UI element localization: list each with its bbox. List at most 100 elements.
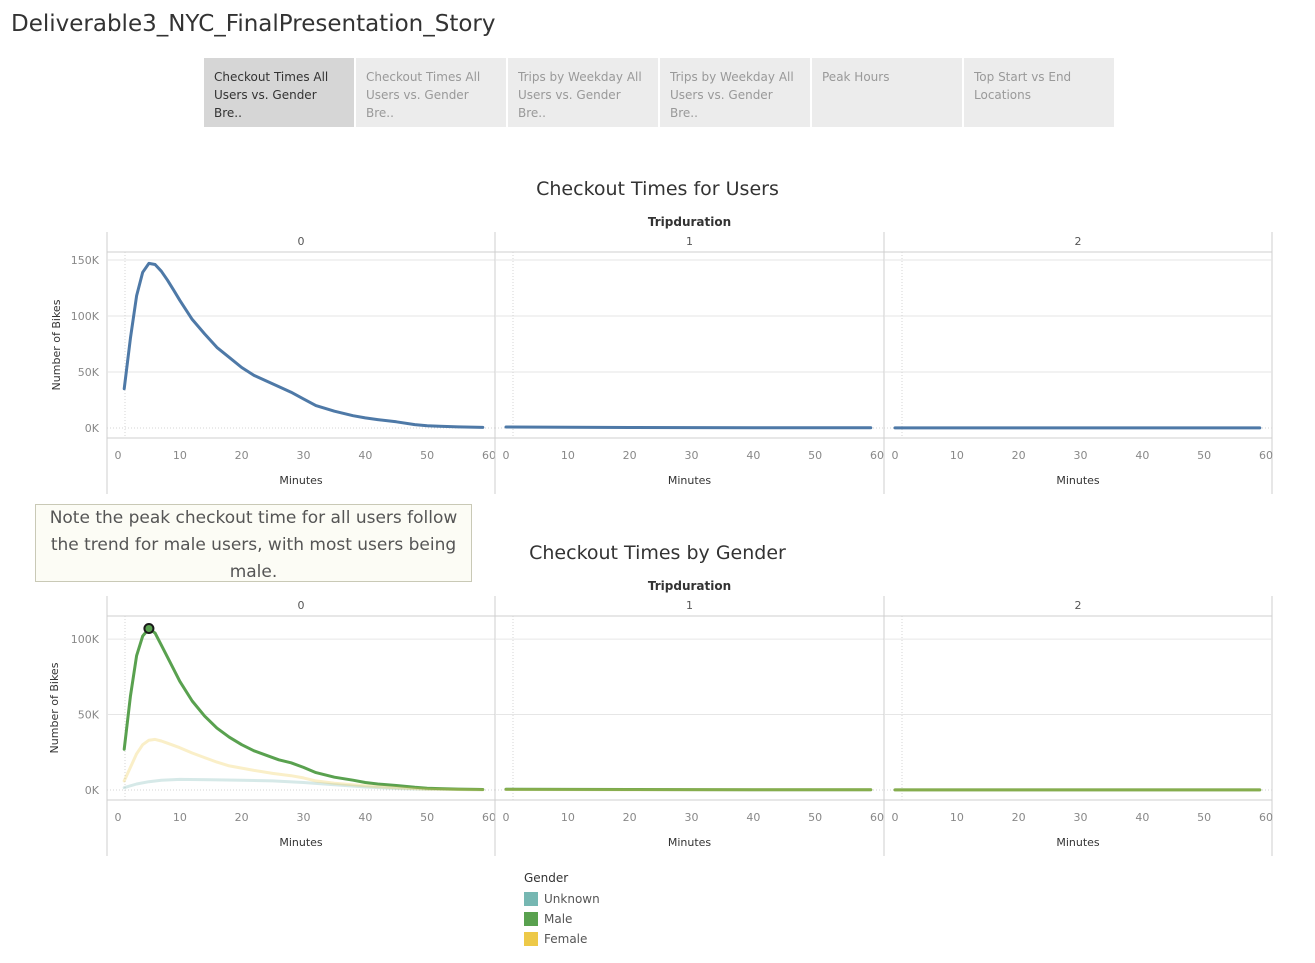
column-header-gender: Tripduration <box>647 579 732 593</box>
x-tick-label: 50 <box>808 449 822 462</box>
series-line-male <box>122 627 485 791</box>
x-tick-label: 0 <box>115 449 122 462</box>
legend-swatch-female <box>524 932 538 946</box>
story-tab-5[interactable]: Peak Hours <box>812 58 962 127</box>
x-axis-title: Minutes <box>668 836 712 849</box>
y-axis-title: Number of Bikes <box>50 299 63 390</box>
x-tick-label: 50 <box>1197 449 1211 462</box>
x-tick-label: 30 <box>685 811 699 824</box>
story-tab-label: Checkout Times All Users vs. Gender Bre.… <box>366 70 481 120</box>
chart-title-gender: Checkout Times by Gender <box>529 542 786 564</box>
x-tick-label: 0 <box>503 449 510 462</box>
x-tick-label: 0 <box>115 811 122 824</box>
x-axis-title: Minutes <box>1056 836 1100 849</box>
x-tick-label: 10 <box>561 811 575 824</box>
story-tab-label: Checkout Times All Users vs. Gender Bre.… <box>214 70 329 120</box>
x-tick-label: 20 <box>623 449 637 462</box>
x-tick-label: 30 <box>685 449 699 462</box>
y-tick-label: 150K <box>71 254 100 267</box>
x-tick-label: 0 <box>892 449 899 462</box>
x-tick-label: 40 <box>1135 449 1149 462</box>
x-tick-label: 30 <box>1074 449 1088 462</box>
legend-title: Gender <box>524 871 569 885</box>
x-tick-label: 30 <box>297 449 311 462</box>
x-tick-label: 50 <box>1197 811 1211 824</box>
story-tab-6[interactable]: Top Start vs End Locations <box>964 58 1114 127</box>
x-tick-label: 40 <box>358 449 372 462</box>
x-tick-label: 60 <box>1259 449 1273 462</box>
legend-swatch-unknown <box>524 892 538 906</box>
x-tick-label: 40 <box>746 811 760 824</box>
legend-label: Male <box>544 912 573 926</box>
legend-label: Female <box>544 932 588 946</box>
panel-header: 2 <box>1075 235 1082 248</box>
legend-item-unknown[interactable]: Unknown <box>524 889 600 909</box>
x-tick-label: 50 <box>420 811 434 824</box>
legend-item-female[interactable]: Female <box>524 929 600 949</box>
x-tick-label: 10 <box>173 449 187 462</box>
legend-swatch-male <box>524 912 538 926</box>
panel-header: 0 <box>298 599 305 612</box>
y-tick-label: 50K <box>78 709 100 722</box>
x-tick-label: 20 <box>1012 449 1026 462</box>
y-tick-label: 50K <box>78 366 100 379</box>
story-tab-2[interactable]: Checkout Times All Users vs. Gender Bre.… <box>356 58 506 127</box>
series-line-female <box>122 737 485 792</box>
x-tick-label: 20 <box>1012 811 1026 824</box>
legend-item-male[interactable]: Male <box>524 909 600 929</box>
x-axis-title: Minutes <box>279 836 323 849</box>
x-tick-label: 50 <box>420 449 434 462</box>
series-line-users <box>122 261 485 429</box>
panel-header: 0 <box>298 235 305 248</box>
x-tick-label: 30 <box>1074 811 1088 824</box>
story-tab-label: Peak Hours <box>822 70 890 84</box>
series-line-male <box>504 787 873 792</box>
x-tick-label: 10 <box>950 449 964 462</box>
x-tick-label: 10 <box>561 449 575 462</box>
x-axis-title: Minutes <box>279 474 323 487</box>
panel-header: 1 <box>686 599 693 612</box>
x-tick-label: 60 <box>870 811 884 824</box>
x-tick-label: 60 <box>1259 811 1273 824</box>
x-tick-label: 10 <box>950 811 964 824</box>
y-tick-label: 0K <box>85 422 100 435</box>
story-title: Deliverable3_NYC_FinalPresentation_Story <box>11 11 496 37</box>
x-tick-label: 60 <box>482 449 496 462</box>
story-tab-label: Trips by Weekday All Users vs. Gender Br… <box>670 70 794 120</box>
x-tick-label: 20 <box>235 449 249 462</box>
story-tab-label: Top Start vs End Locations <box>974 70 1072 102</box>
x-tick-label: 20 <box>235 811 249 824</box>
panel-header: 2 <box>1075 599 1082 612</box>
x-tick-label: 60 <box>870 449 884 462</box>
series-line-unknown <box>122 777 485 792</box>
x-axis-title: Minutes <box>668 474 712 487</box>
x-tick-label: 40 <box>1135 811 1149 824</box>
gender-legend: Gender Unknown Male Female <box>524 871 600 949</box>
chart-title-users: Checkout Times for Users <box>536 178 779 200</box>
x-tick-label: 40 <box>358 811 372 824</box>
x-tick-label: 50 <box>808 811 822 824</box>
story-tab-4[interactable]: Trips by Weekday All Users vs. Gender Br… <box>660 58 810 127</box>
story-tab-3[interactable]: Trips by Weekday All Users vs. Gender Br… <box>508 58 658 127</box>
panel-header: 1 <box>686 235 693 248</box>
legend-label: Unknown <box>544 892 600 906</box>
x-tick-label: 0 <box>503 811 510 824</box>
series-line-users <box>504 425 873 430</box>
y-tick-label: 100K <box>71 310 100 323</box>
y-tick-label: 100K <box>71 633 100 646</box>
column-header-users: Tripduration <box>647 215 732 229</box>
y-tick-label: 0K <box>85 784 100 797</box>
story-tab-1[interactable]: Checkout Times All Users vs. Gender Bre.… <box>204 58 354 127</box>
x-tick-label: 30 <box>297 811 311 824</box>
x-tick-label: 20 <box>623 811 637 824</box>
x-tick-label: 0 <box>892 811 899 824</box>
y-axis-title: Number of Bikes <box>48 662 61 753</box>
x-axis-title: Minutes <box>1056 474 1100 487</box>
annotation-note: Note the peak checkout time for all user… <box>35 504 472 582</box>
x-tick-label: 60 <box>482 811 496 824</box>
x-tick-label: 40 <box>746 449 760 462</box>
story-tab-label: Trips by Weekday All Users vs. Gender Br… <box>518 70 642 120</box>
highlight-point <box>143 623 155 635</box>
